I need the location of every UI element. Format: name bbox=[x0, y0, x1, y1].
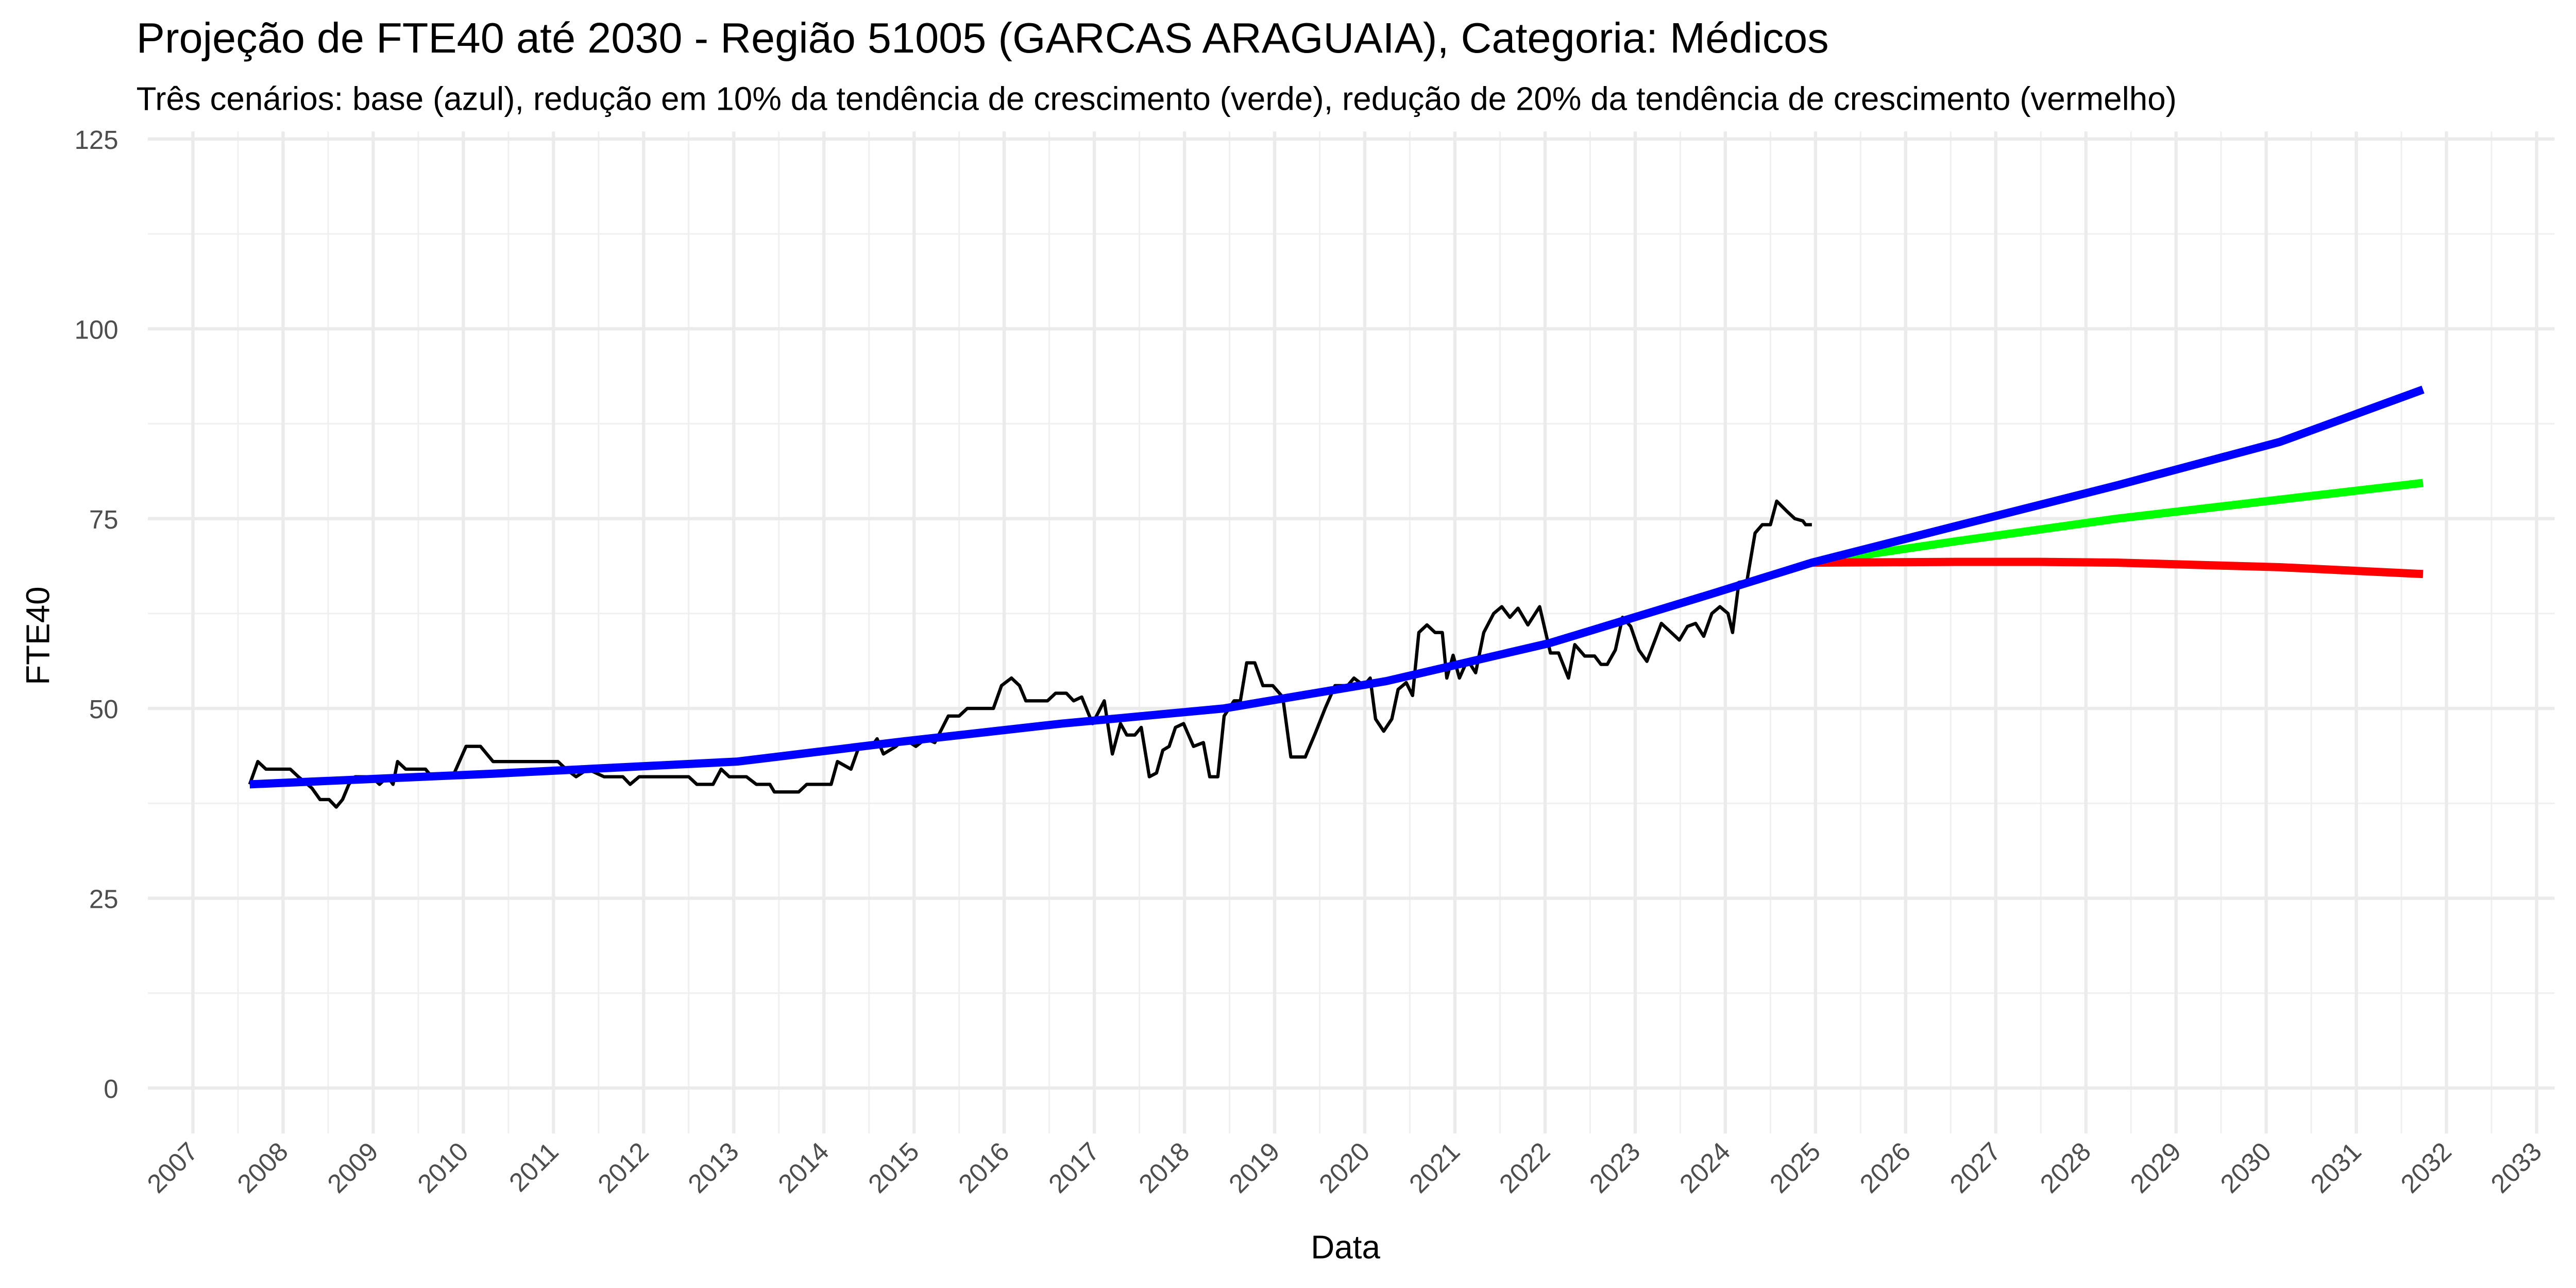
y-tick-label: 50 bbox=[89, 694, 118, 724]
y-tick-label: 125 bbox=[74, 125, 118, 155]
series-line bbox=[1811, 479, 2424, 567]
y-tick-label: 0 bbox=[104, 1074, 118, 1104]
y-tick-label: 100 bbox=[74, 315, 118, 344]
series-line bbox=[1811, 557, 2424, 579]
series-line bbox=[249, 385, 2425, 789]
plot-area bbox=[248, 385, 2425, 809]
y-axis-label: FTE40 bbox=[20, 586, 57, 685]
chart-title: Projeção de FTE40 até 2030 - Região 5100… bbox=[137, 14, 1829, 62]
chart-subtitle: Três cenários: base (azul), redução em 1… bbox=[137, 80, 2177, 117]
x-axis-label: Data bbox=[1311, 1229, 1380, 1266]
y-tick-label: 25 bbox=[89, 885, 118, 914]
series-line bbox=[248, 499, 1812, 809]
y-tick-label: 75 bbox=[89, 505, 118, 534]
